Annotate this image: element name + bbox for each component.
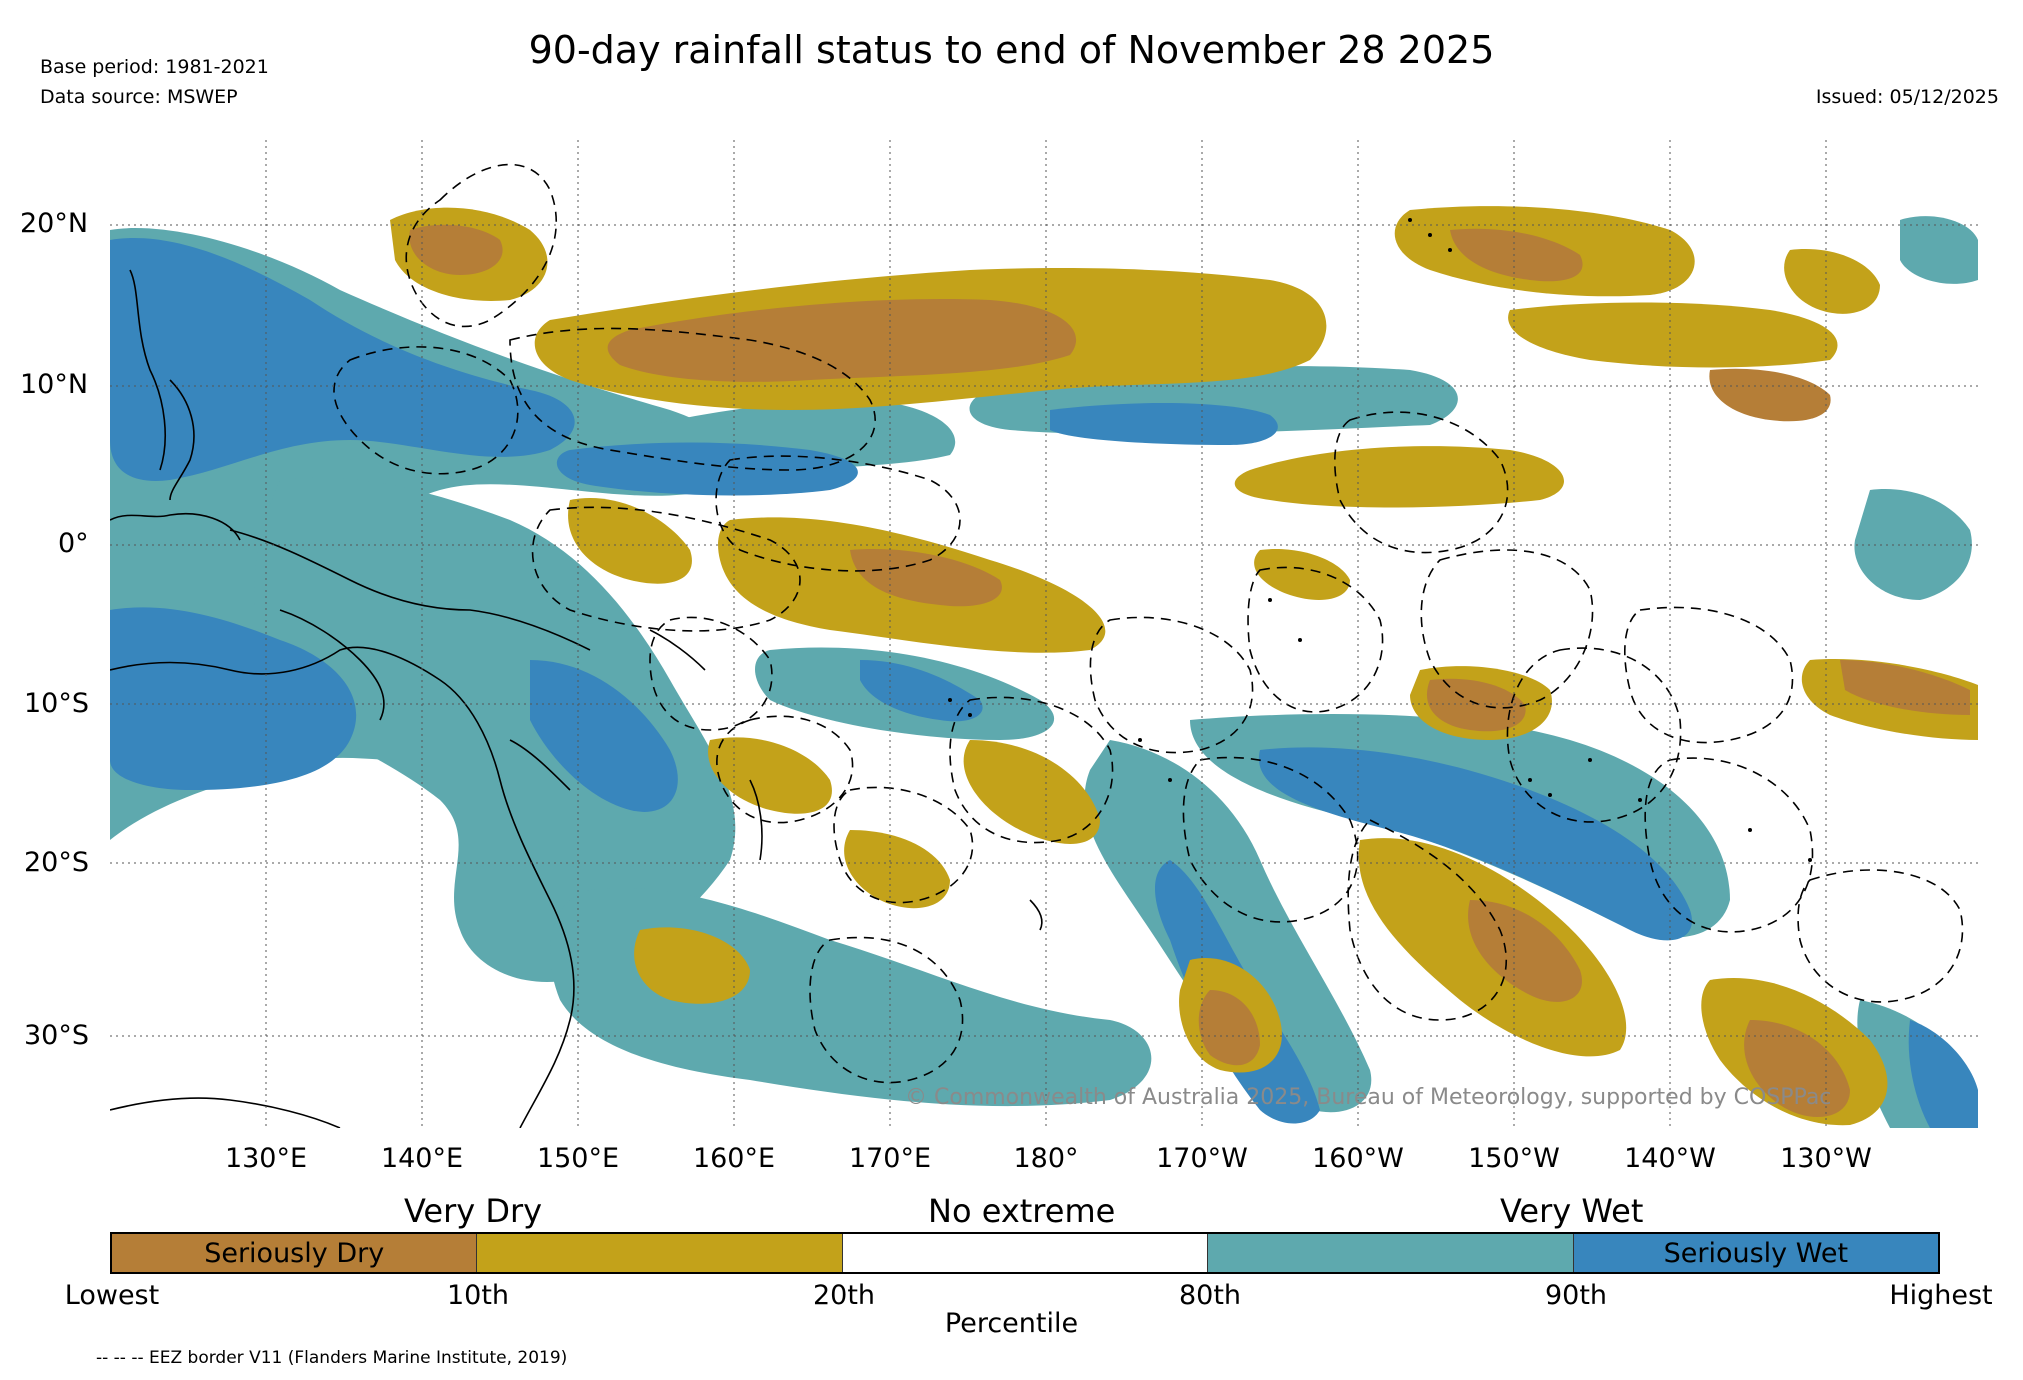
tick-highest: Highest	[1889, 1280, 1993, 1311]
colorbar-very-wet	[1208, 1234, 1574, 1272]
category-very-dry: Very Dry	[404, 1192, 543, 1230]
data-source-text: Data source: MSWEP	[40, 86, 238, 108]
tick-lowest: Lowest	[64, 1280, 160, 1311]
lon-label-130w: 130°W	[1780, 1143, 1872, 1174]
percentile-colorbar: Seriously Dry Seriously Wet	[110, 1232, 1940, 1274]
map-title: 90-day rainfall status to end of Novembe…	[528, 28, 1495, 72]
category-no-extreme: No extreme	[928, 1192, 1116, 1230]
lon-label-150w: 150°W	[1468, 1143, 1560, 1174]
tick-10th: 10th	[446, 1280, 510, 1311]
seriously-dry-areas	[409, 224, 1970, 1117]
tick-90th: 90th	[1544, 1280, 1608, 1311]
pacific-islands	[948, 218, 1812, 862]
tick-20th: 20th	[812, 1280, 876, 1311]
eez-borders	[333, 163, 1964, 1084]
lon-label-170e: 170°E	[848, 1143, 932, 1174]
rainfall-map	[110, 140, 1978, 1128]
category-very-wet: Very Wet	[1500, 1192, 1644, 1230]
issued-date-text: Issued: 05/12/2025	[1815, 86, 1999, 108]
lat-label-20n: 20°N	[20, 208, 89, 239]
lat-label-10s: 10°S	[24, 688, 89, 719]
lon-label-130e: 130°E	[224, 1143, 308, 1174]
eez-border-note: -- -- -- EEZ border V11 (Flanders Marine…	[96, 1348, 568, 1368]
colorbar-seriously-dry: Seriously Dry	[112, 1234, 478, 1272]
colorbar-no-extreme	[842, 1234, 1209, 1272]
percentile-axis-label: Percentile	[944, 1308, 1079, 1339]
colorbar-very-dry	[477, 1234, 843, 1272]
lat-label-30s: 30°S	[24, 1020, 89, 1051]
coastlines	[110, 269, 1043, 1128]
colorbar-seriously-wet: Seriously Wet	[1573, 1234, 1939, 1272]
lon-label-170w: 170°W	[1156, 1143, 1248, 1174]
lon-label-140w: 140°W	[1624, 1143, 1716, 1174]
lon-label-160w: 160°W	[1312, 1143, 1404, 1174]
lat-label-20s: 20°S	[24, 847, 89, 878]
lon-label-140e: 140°E	[380, 1143, 464, 1174]
copyright-notice: © Commonwealth of Australia 2025, Bureau…	[905, 1085, 1832, 1110]
tick-80th: 80th	[1178, 1280, 1242, 1311]
lon-label-160e: 160°E	[692, 1143, 776, 1174]
lon-label-150e: 150°E	[536, 1143, 620, 1174]
lon-label-180: 180°	[1013, 1143, 1079, 1174]
lat-label-10n: 10°N	[20, 369, 89, 400]
lat-label-0: 0°	[58, 528, 89, 559]
graticule	[110, 140, 1978, 1128]
rainfall-map-canvas	[110, 140, 1978, 1128]
base-period-text: Base period: 1981-2021	[40, 56, 269, 78]
